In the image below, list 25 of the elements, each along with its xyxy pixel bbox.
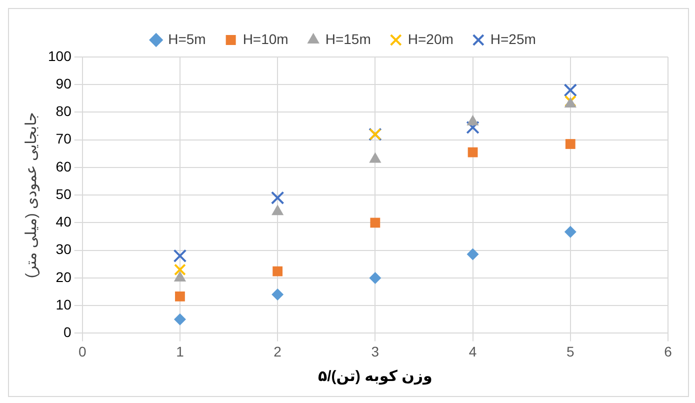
x-tick-label: 4	[468, 343, 477, 360]
legend-label: H=15m	[325, 30, 371, 47]
legend-label: H=10m	[242, 30, 288, 47]
x-tick-label: 6	[664, 343, 672, 360]
y-axis-title: جابجایی عمودی (میلی متر)	[23, 112, 40, 278]
x-tick-label: 2	[274, 343, 282, 360]
legend-label: H=5m	[168, 30, 206, 47]
y-tick-label: 30	[56, 241, 72, 258]
x-tick-label: 0	[78, 343, 86, 360]
y-tick-label: 20	[56, 268, 72, 285]
x-tick-label: 1	[176, 343, 184, 360]
legend-label: H=25m	[490, 30, 536, 47]
y-tick-label: 10	[56, 296, 72, 312]
x-tick-label: 5	[566, 343, 574, 360]
y-tick-label: 70	[56, 130, 72, 147]
x-tick-label: 3	[371, 343, 380, 360]
y-tick-label: 100	[48, 48, 72, 64]
y-tick-label: 40	[56, 214, 72, 230]
legend-label: H=20m	[408, 30, 454, 47]
y-tick-label: 90	[56, 75, 72, 92]
y-tick-label: 60	[56, 158, 72, 174]
y-tick-label: 80	[56, 103, 72, 120]
x-axis-title: ۵/وزن کوبه (تن)	[318, 368, 432, 386]
y-tick-label: 0	[64, 324, 72, 340]
y-tick-label: 50	[56, 186, 72, 202]
